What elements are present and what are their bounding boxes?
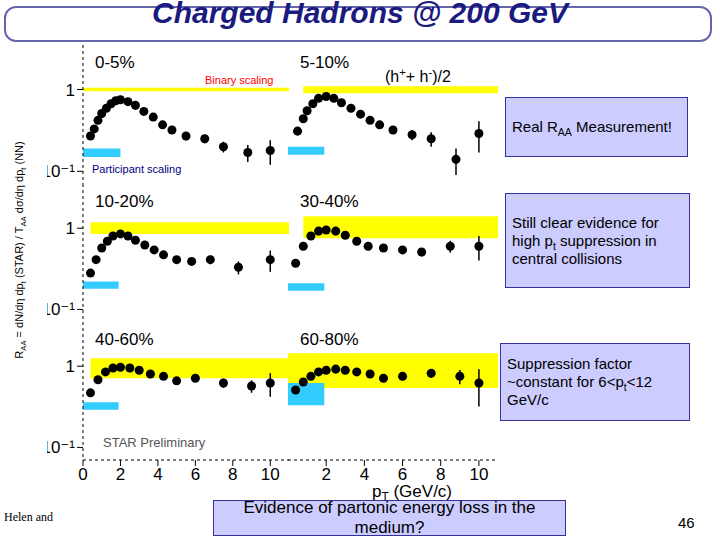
html-text:(h++ h-)/2: (h++ h-)/2: [385, 65, 451, 85]
html-text:(NN): (NN): [13, 141, 25, 168]
svg-text:8: 8: [436, 465, 445, 484]
html-text:30-40%: 30-40%: [300, 192, 359, 211]
svg-text:8: 8: [228, 465, 237, 484]
html-text:Helen and: Helen and: [4, 510, 53, 524]
html-text:Evidence of partonic energy lo: Evidence of partonic energy loss in the …: [243, 497, 536, 537]
html-text:Suppression factor ~constant f: Suppression factor ~constant for 6<pt<12…: [507, 355, 653, 408]
svg-text:6: 6: [398, 465, 407, 484]
svg-text:10: 10: [261, 465, 280, 484]
html-text:Binary scaling: Binary scaling: [205, 74, 274, 86]
html-text:10-20%: 10-20%: [95, 192, 154, 211]
svg-text:1: 1: [66, 81, 75, 100]
svg-text:4: 4: [360, 465, 369, 484]
html-text:t: t: [19, 281, 29, 284]
svg-text:4: 4: [153, 465, 162, 484]
html-text:t: t: [19, 167, 29, 170]
html-text:60-80%: 60-80%: [300, 330, 359, 349]
html-text:Real RAAMeasurement!: Real RAAMeasurement!: [512, 118, 672, 138]
html-text:Participant scaling: Participant scaling: [92, 163, 182, 175]
html-text:Still clear evidence for high: Still clear evidence for high ptsuppress…: [512, 213, 659, 267]
svg-text:10⁻¹: 10⁻¹: [47, 438, 75, 457]
html-text:STAR Preliminary: STAR Preliminary: [103, 435, 206, 450]
html-text:0-5%: 0-5%: [95, 53, 135, 72]
html-text:= dN/dη dp: = dN/dη dp: [13, 283, 25, 341]
svg-text:1: 1: [66, 357, 75, 376]
html-text:AA: AA: [19, 216, 29, 227]
svg-text:6: 6: [191, 465, 200, 484]
svg-text:10⁻¹: 10⁻¹: [47, 162, 75, 181]
html-text:AA: AA: [19, 340, 29, 351]
svg-text:2: 2: [321, 465, 330, 484]
html-text:pT(GeV/c): pT(GeV/c): [372, 482, 452, 505]
html-text:(STAR) / T: (STAR) / T: [13, 226, 25, 282]
html-text:40-60%: 40-60%: [95, 330, 154, 349]
html-text:R: R: [13, 350, 25, 359]
html-text:46: 46: [678, 514, 695, 531]
html-text:dσ/dη dp: dσ/dη dp: [13, 169, 25, 217]
svg-text:1: 1: [66, 219, 75, 238]
svg-text:10: 10: [469, 465, 488, 484]
svg-text:2: 2: [116, 465, 125, 484]
html-text:5-10%: 5-10%: [300, 53, 350, 72]
svg-text:10⁻¹: 10⁻¹: [47, 300, 75, 319]
svg-text:0: 0: [78, 465, 87, 484]
